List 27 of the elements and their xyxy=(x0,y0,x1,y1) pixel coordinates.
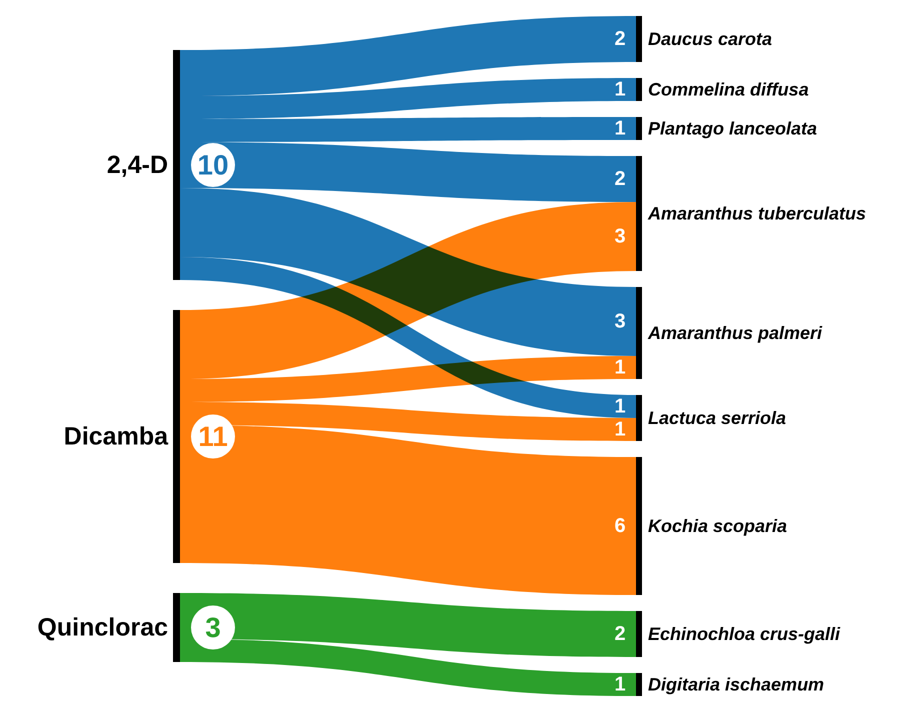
category-label: Digitaria ischaemum xyxy=(648,674,824,694)
series-label: 2,4-D xyxy=(106,151,168,179)
category-label: Amaranthus tuberculatus xyxy=(647,204,866,224)
series-label: Quinclorac xyxy=(37,614,168,642)
data-label: 3 xyxy=(614,226,626,248)
category-label: Commelina diffusa xyxy=(648,80,809,100)
data-label: 6 xyxy=(614,515,626,537)
data-label: 1 xyxy=(614,118,626,140)
category-label: Daucus carota xyxy=(648,29,772,49)
data-label: 1 xyxy=(614,674,626,696)
category-label: Amaranthus palmeri xyxy=(647,323,824,343)
data-label: 1 xyxy=(614,418,626,440)
data-label: 2 xyxy=(614,623,626,645)
series-label: Dicamba xyxy=(64,422,170,450)
data-label: 2 xyxy=(614,28,626,50)
category-label: Kochia scoparia xyxy=(648,516,788,536)
data-label: 2 xyxy=(614,168,626,190)
text: 11 xyxy=(198,421,228,452)
data-label: 1 xyxy=(614,396,626,418)
text: 10 xyxy=(197,150,229,180)
text: 3 xyxy=(205,612,221,643)
category-label: Plantago lanceolata xyxy=(648,118,818,138)
data-label: 1 xyxy=(614,356,626,378)
category-label: Lactuca serriola xyxy=(648,408,786,428)
data-label: 3 xyxy=(614,310,626,332)
data-label: 1 xyxy=(614,78,626,100)
category-label: Echinochloa crus-galli xyxy=(648,624,842,644)
